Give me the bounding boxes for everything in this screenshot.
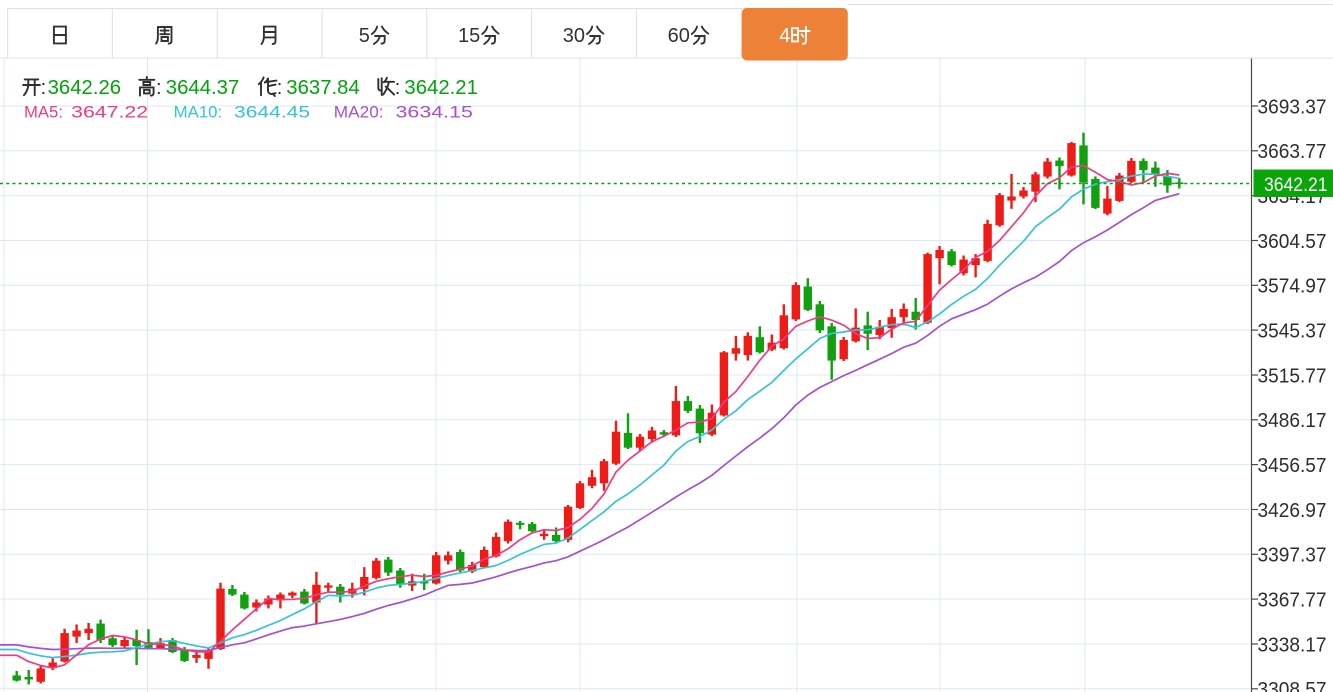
- svg-text::: :: [277, 77, 283, 99]
- svg-text:3486.17: 3486.17: [1258, 410, 1327, 432]
- svg-text:3647.22: 3647.22: [71, 103, 148, 122]
- svg-text:3397.37: 3397.37: [1258, 545, 1327, 567]
- svg-text:30: 30: [563, 25, 585, 47]
- svg-text::: :: [41, 77, 47, 99]
- svg-text:3644.37: 3644.37: [166, 76, 240, 99]
- svg-text:3634.15: 3634.15: [396, 103, 473, 122]
- svg-text:4: 4: [779, 25, 790, 47]
- svg-text:3367.77: 3367.77: [1258, 589, 1327, 611]
- svg-text:3338.17: 3338.17: [1258, 634, 1327, 656]
- svg-text:3515.77: 3515.77: [1258, 365, 1327, 387]
- svg-text:3663.77: 3663.77: [1258, 141, 1327, 163]
- svg-text::: :: [156, 77, 162, 99]
- svg-text:MA5:: MA5:: [24, 103, 63, 122]
- svg-text:MA10:: MA10:: [174, 103, 223, 122]
- svg-text:3308.57: 3308.57: [1258, 679, 1327, 692]
- svg-text:60: 60: [668, 25, 690, 47]
- svg-text:3642.26: 3642.26: [48, 76, 122, 99]
- svg-text:3456.57: 3456.57: [1258, 455, 1327, 477]
- svg-text:3637.84: 3637.84: [286, 76, 360, 99]
- svg-text:MA20:: MA20:: [334, 103, 384, 122]
- svg-text:3426.97: 3426.97: [1258, 500, 1327, 522]
- svg-text:15: 15: [458, 25, 480, 47]
- svg-text:3693.37: 3693.37: [1258, 96, 1327, 118]
- svg-text:3642.21: 3642.21: [1264, 175, 1328, 196]
- svg-text:3545.37: 3545.37: [1258, 320, 1327, 342]
- svg-text:3574.97: 3574.97: [1258, 276, 1327, 298]
- svg-text:3642.21: 3642.21: [404, 76, 478, 99]
- svg-text::: :: [395, 77, 401, 99]
- svg-text:5: 5: [359, 25, 370, 47]
- svg-text:3604.57: 3604.57: [1258, 231, 1327, 253]
- svg-text:3644.45: 3644.45: [234, 103, 310, 122]
